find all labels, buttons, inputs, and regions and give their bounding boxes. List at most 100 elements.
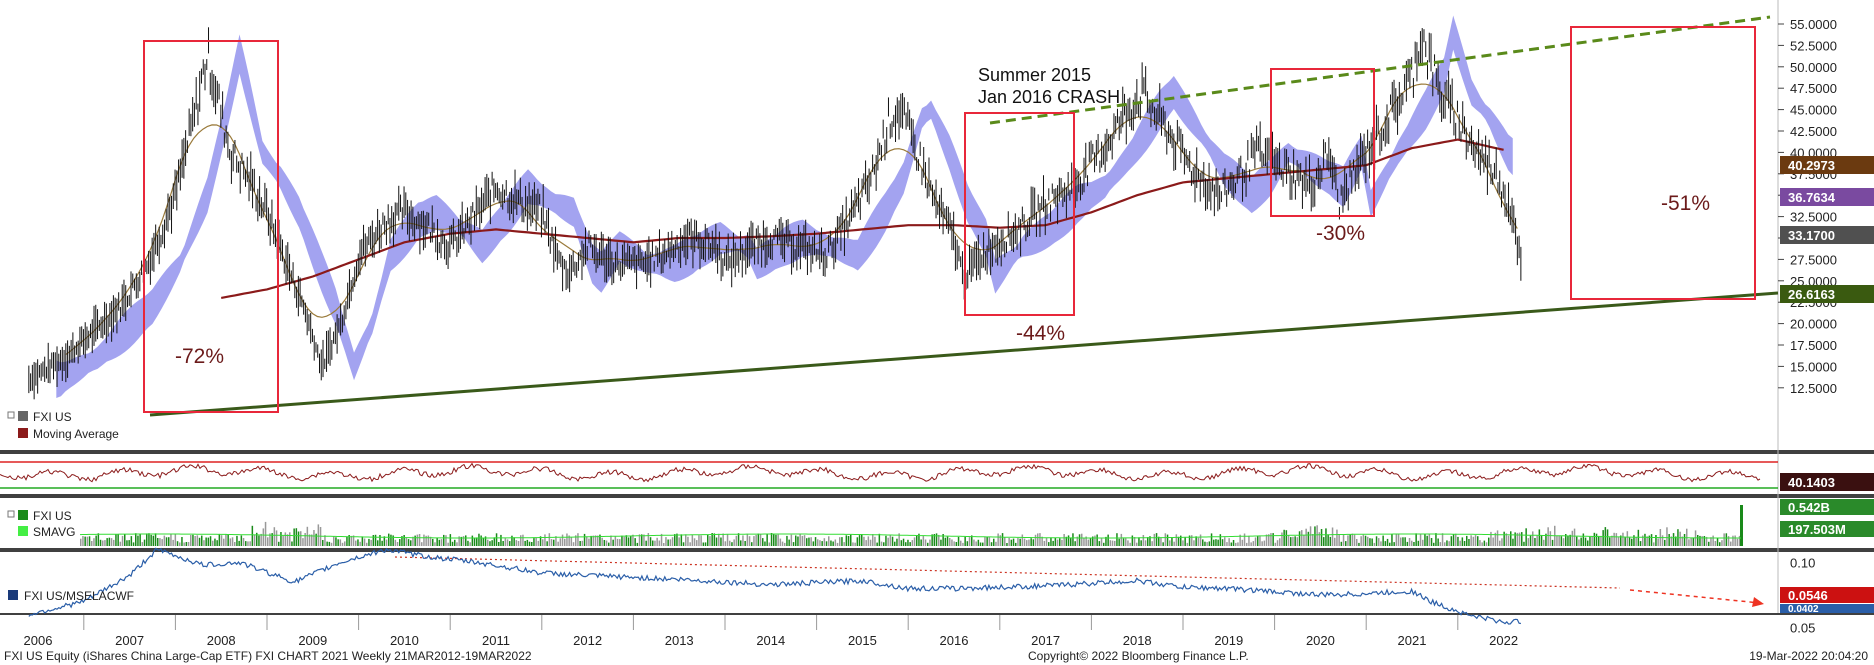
volume-bar bbox=[187, 542, 190, 546]
volume-bar bbox=[1347, 535, 1349, 546]
volume-bar bbox=[1015, 542, 1017, 546]
volume-bar bbox=[381, 540, 383, 546]
panel-separator[interactable] bbox=[0, 548, 1874, 552]
panel-separator[interactable] bbox=[0, 450, 1874, 454]
volume-bar bbox=[1457, 536, 1459, 546]
volume-bar bbox=[865, 540, 867, 546]
volume-bar bbox=[1404, 537, 1406, 546]
volume-bar bbox=[1648, 535, 1651, 546]
volume-bar bbox=[1221, 539, 1224, 546]
volume-bar bbox=[458, 536, 460, 546]
volume-bar bbox=[324, 535, 326, 546]
volume-bar bbox=[399, 539, 401, 546]
volume-bar bbox=[104, 540, 106, 546]
volume-bar bbox=[1391, 534, 1393, 546]
volume-bar bbox=[511, 535, 513, 546]
volume-bar bbox=[682, 542, 685, 546]
volume-bar bbox=[812, 541, 815, 546]
volume-bar bbox=[1004, 537, 1006, 546]
volume-bar bbox=[1485, 542, 1488, 546]
volume-bar bbox=[1543, 539, 1545, 546]
volume-bar bbox=[1380, 541, 1382, 546]
volume-bar bbox=[1193, 540, 1195, 546]
volume-bar bbox=[1635, 537, 1637, 546]
volume-bar bbox=[1494, 532, 1497, 546]
volume-bar bbox=[1593, 532, 1596, 546]
volume-bar bbox=[522, 534, 524, 546]
tag-volume-average: 197.503M bbox=[1788, 522, 1846, 537]
volume-bar bbox=[755, 534, 757, 546]
volume-bar bbox=[1217, 539, 1219, 546]
legend-moving-average: Moving Average bbox=[33, 427, 119, 441]
volume-bar bbox=[1094, 535, 1096, 546]
volume-bar bbox=[504, 538, 507, 546]
cloud-band bbox=[56, 15, 1513, 398]
volume-bar bbox=[1422, 539, 1424, 546]
volume-bar bbox=[632, 534, 634, 546]
volume-bar bbox=[995, 541, 997, 546]
volume-bar bbox=[1448, 541, 1450, 546]
volume-bar bbox=[744, 541, 746, 546]
volume-bar bbox=[1257, 535, 1259, 546]
volume-bar bbox=[427, 535, 430, 546]
price-legend[interactable]: FXI US Moving Average bbox=[7, 410, 119, 441]
volume-bar bbox=[1213, 539, 1215, 546]
panel-separator[interactable] bbox=[0, 494, 1874, 498]
volume-bar bbox=[1461, 537, 1464, 546]
volume-bar bbox=[619, 539, 621, 546]
volume-bar bbox=[157, 538, 159, 546]
volume-bar bbox=[1551, 539, 1554, 546]
relative-legend[interactable]: FXI US/MSELACWF bbox=[8, 589, 134, 603]
volume-bar bbox=[566, 533, 568, 546]
volume-bar bbox=[271, 533, 273, 546]
volume-bar bbox=[135, 533, 137, 546]
volume-bar bbox=[817, 539, 819, 546]
volume-bar bbox=[1688, 539, 1690, 546]
volume-bar bbox=[1587, 540, 1589, 546]
volume-bar bbox=[207, 537, 210, 546]
volume-bar bbox=[997, 533, 999, 546]
drawdown-label: -30% bbox=[1316, 222, 1365, 245]
volume-bar bbox=[443, 534, 445, 546]
volume-bar bbox=[1386, 538, 1389, 546]
collapse-toggle-icon[interactable] bbox=[7, 411, 15, 419]
volume-bar bbox=[1048, 542, 1050, 546]
volume-bar bbox=[1358, 542, 1360, 546]
volume-bar bbox=[1061, 539, 1063, 546]
volume-bar bbox=[636, 542, 639, 546]
volume-bar bbox=[834, 539, 837, 546]
volume-legend[interactable]: FXI US SMAVG bbox=[7, 509, 75, 539]
volume-bar bbox=[900, 540, 903, 546]
volume-bar bbox=[1021, 534, 1024, 546]
volume-bar bbox=[858, 535, 861, 546]
volume-bar bbox=[482, 538, 485, 546]
volume-bar bbox=[454, 539, 456, 546]
volume-bar bbox=[1417, 540, 1420, 546]
volume-bar bbox=[1070, 537, 1072, 546]
volume-bar bbox=[907, 539, 909, 546]
volume-bar bbox=[170, 534, 172, 546]
series-swatch bbox=[18, 411, 28, 421]
volume-bar bbox=[731, 542, 733, 546]
volume-bar bbox=[86, 536, 89, 546]
collapse-toggle-icon[interactable] bbox=[7, 510, 15, 518]
volume-bar bbox=[403, 535, 405, 546]
volume-bar bbox=[165, 537, 168, 546]
volume-bar bbox=[819, 540, 821, 546]
volume-bar bbox=[1085, 536, 1087, 546]
volume-bar bbox=[847, 536, 850, 546]
volume-bar bbox=[828, 536, 830, 546]
volume-bar bbox=[337, 539, 339, 546]
volume-bar bbox=[467, 540, 469, 546]
volume-bar bbox=[176, 541, 179, 546]
volume-bar bbox=[687, 536, 689, 546]
volume-bar bbox=[1650, 534, 1653, 546]
volume-bar bbox=[383, 536, 386, 546]
volume-bar bbox=[1452, 534, 1455, 546]
volume-bar bbox=[502, 541, 504, 546]
volume-bar bbox=[674, 534, 676, 546]
volume-bar bbox=[1329, 536, 1332, 546]
volume-bar bbox=[887, 537, 889, 546]
volume-bar bbox=[306, 526, 309, 546]
